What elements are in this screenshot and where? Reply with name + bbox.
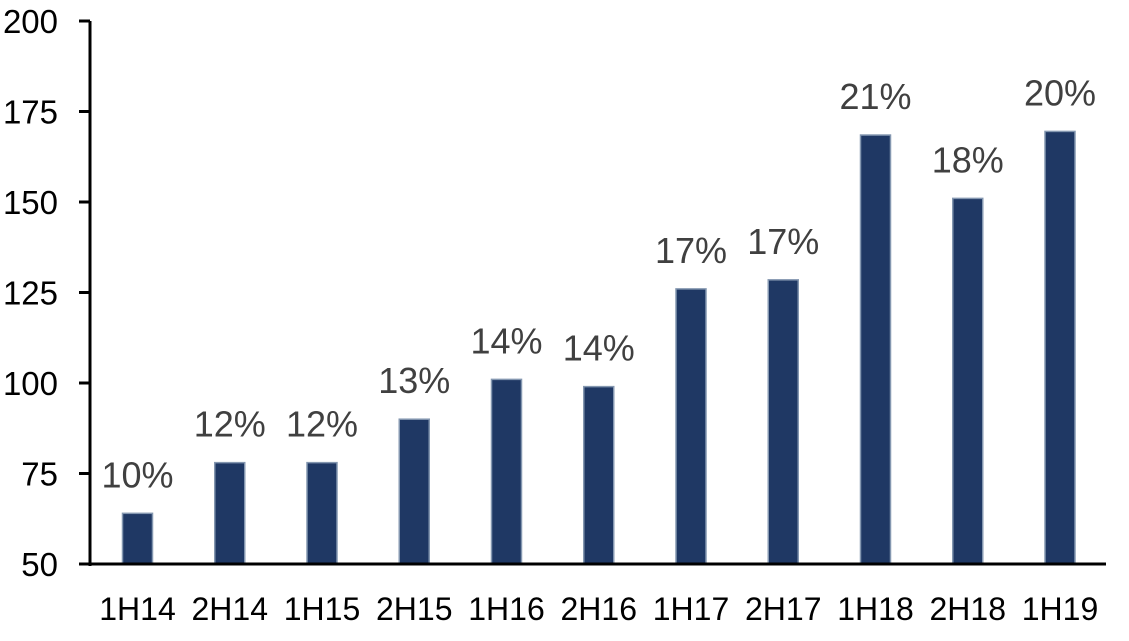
bar-1H16 [490,378,523,565]
bar-1H17 [675,288,707,565]
bar-value-label: 21% [839,76,911,117]
y-tick-label: 150 [3,184,58,221]
bar-value-label: 14% [563,328,635,369]
x-axis-label: 2H16 [561,591,638,627]
y-tick-label: 75 [21,456,58,493]
x-axis-label: 1H15 [284,591,361,627]
bar-1H15 [306,461,338,565]
x-axis-label: 1H14 [99,591,176,627]
bar-1H14 [121,512,154,565]
x-axis-label: 1H18 [837,591,914,627]
x-axis-label: 1H17 [653,591,730,627]
bar-1H18 [859,134,892,565]
bar-value-label: 17% [747,221,819,262]
y-tick-label: 200 [3,3,58,40]
x-axis-label: 2H15 [376,591,453,627]
bar-value-label: 20% [1024,72,1096,113]
bar-value-label: 17% [655,230,727,271]
y-tick-label: 175 [3,94,58,131]
x-axis-label: 1H19 [1022,591,1099,627]
x-axis-label: 2H14 [192,591,269,627]
bar-value-label: 12% [286,404,358,445]
x-axis-label: 1H16 [468,591,545,627]
bar-1H19 [1044,130,1076,565]
bar-2H15 [398,418,430,565]
bar-2H18 [952,197,984,565]
x-axis-label: 2H17 [745,591,822,627]
bar-2H16 [583,385,615,565]
bar-value-label: 10% [101,454,173,495]
bar-value-label: 13% [378,360,450,401]
y-tick-label: 50 [21,546,58,583]
y-tick-label: 100 [3,365,58,402]
bar-value-label: 14% [470,320,542,361]
bar-2H14 [214,461,246,565]
bar-2H17 [767,279,799,565]
bar-value-label: 12% [194,404,266,445]
x-axis-label: 2H18 [930,591,1007,627]
y-tick-label: 125 [3,275,58,312]
bar-value-label: 18% [932,139,1004,180]
